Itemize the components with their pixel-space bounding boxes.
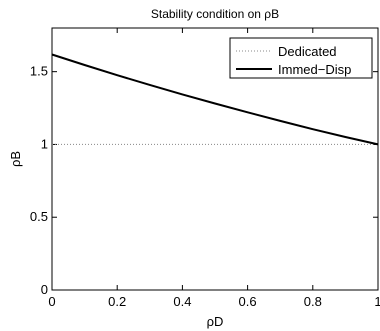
series-line-2 (51, 53, 379, 146)
y-axis-label: ρB (8, 151, 23, 167)
legend: Dedicated Immed−Disp (229, 37, 373, 79)
legend-label: Immed−Disp (278, 62, 351, 77)
y-tick-label: 1 (41, 136, 48, 151)
x-tick-label: 1 (374, 294, 380, 309)
y-tick-label: 0.5 (30, 209, 48, 224)
x-tick-label: 0 (48, 294, 55, 309)
series-layer (51, 53, 379, 146)
legend-box (229, 37, 373, 79)
x-tick-label: 0.2 (108, 294, 126, 309)
y-axis: 0 0.5 1 1.5 (30, 64, 378, 297)
chart-title: Stability condition on ρB (151, 7, 279, 21)
x-tick-label: 0.8 (304, 294, 322, 309)
x-axis: 0 0.2 0.4 0.6 0.8 1 (48, 28, 380, 309)
y-tick-label: 0 (41, 282, 48, 297)
x-tick-label: 0.6 (239, 294, 257, 309)
x-tick-label: 0.4 (173, 294, 191, 309)
legend-label: Dedicated (278, 44, 337, 59)
x-axis-label: ρD (207, 314, 224, 329)
y-tick-label: 1.5 (30, 64, 48, 79)
